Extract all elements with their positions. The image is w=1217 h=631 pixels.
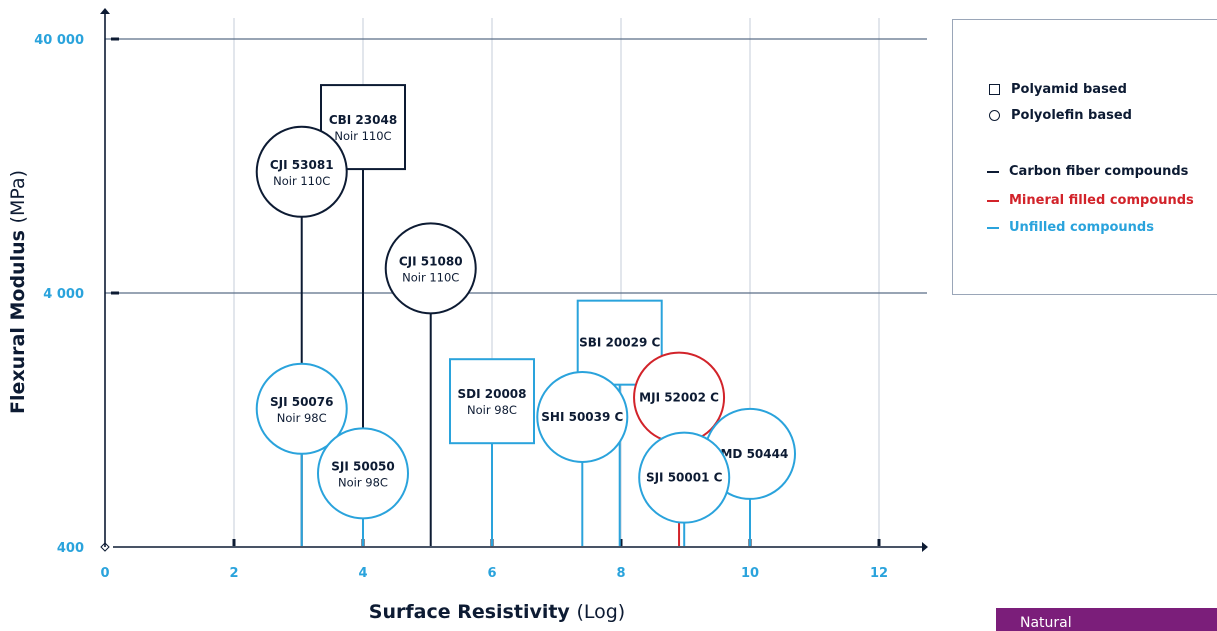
data-label: SBI 20029 C bbox=[579, 336, 660, 350]
chart-plot: CBI 23048 Noir 110C CJI 53081 Noir 110C CJI … bbox=[7, 8, 928, 623]
series-line-icon bbox=[987, 226, 999, 229]
data-points: CBI 23048 Noir 110C CJI 53081 Noir 110C CJI … bbox=[255, 84, 796, 546]
x-axis-title: Surface Resistivity (Log) bbox=[369, 601, 625, 623]
data-label: PMD 50444 bbox=[712, 447, 789, 461]
legend: Polyamid based Polyolefin based Carbon f… bbox=[952, 19, 1217, 295]
legend-item-carbon-fiber: Carbon fiber compounds bbox=[987, 164, 1188, 179]
legend-item-polyamid: Polyamid based bbox=[987, 82, 1127, 97]
y-axis-arrow-icon bbox=[100, 8, 110, 14]
series-line-icon bbox=[987, 199, 999, 202]
data-sublabel: Noir 110C bbox=[334, 129, 391, 143]
x-tick-label: 8 bbox=[616, 566, 625, 581]
x-tick-label: 10 bbox=[741, 566, 759, 581]
data-label: SJI 50001 C bbox=[646, 471, 723, 485]
legend-item-polyolefin: Polyolefin based bbox=[987, 108, 1132, 123]
origin-diamond-icon bbox=[100, 542, 110, 552]
y-tick-label: 4 000 bbox=[43, 287, 84, 302]
series-line-icon bbox=[987, 170, 999, 173]
x-tick-label: 6 bbox=[487, 566, 496, 581]
x-tick-label: 12 bbox=[870, 566, 888, 581]
data-point-circle bbox=[384, 222, 477, 315]
x-tick-mark bbox=[877, 539, 881, 546]
data-label: SHI 50039 C bbox=[541, 410, 623, 424]
x-tick-label: 2 bbox=[229, 566, 238, 581]
data-point-circle bbox=[536, 370, 629, 463]
data-point-circle bbox=[255, 125, 348, 218]
y-tick-label: 400 bbox=[57, 541, 84, 556]
data-point-circle bbox=[638, 431, 731, 524]
y-tick-mark bbox=[111, 37, 119, 41]
x-axis-arrow-icon bbox=[922, 542, 928, 552]
grid-lines bbox=[105, 18, 927, 547]
data-sublabel: Noir 110C bbox=[273, 174, 330, 188]
data-point-circle bbox=[317, 427, 409, 520]
data-label: SJI 50076 bbox=[270, 395, 334, 409]
x-tick-label: 4 bbox=[358, 566, 367, 581]
legend-item-mineral-filled: Mineral filled compounds bbox=[987, 193, 1194, 208]
natural-tab[interactable]: Natural bbox=[996, 608, 1217, 631]
data-point-square bbox=[449, 358, 535, 445]
data-point-circle bbox=[255, 362, 348, 455]
data-label: CJI 53081 bbox=[270, 158, 334, 172]
data-label: SJI 50050 bbox=[331, 459, 395, 473]
data-sublabel: Noir 98C bbox=[277, 411, 327, 425]
circle-icon bbox=[989, 110, 1000, 121]
data-sublabel: Noir 98C bbox=[338, 475, 388, 489]
x-tick-mark bbox=[619, 539, 623, 546]
axis-labels: 0 2 4 6 8 10 12 400 4 000 40 000 Surface Resistivi… bbox=[7, 33, 888, 623]
y-tick-mark bbox=[111, 291, 119, 295]
square-icon bbox=[989, 84, 1000, 95]
y-tick-label: 40 000 bbox=[34, 33, 84, 48]
y-axis-title: Flexural Modulus (MPa) bbox=[7, 170, 29, 414]
data-label: MJI 52002 C bbox=[639, 391, 719, 405]
data-sublabel: Noir 110C bbox=[402, 270, 459, 284]
x-tick-label: 0 bbox=[100, 566, 109, 581]
data-label: CBI 23048 bbox=[329, 113, 397, 127]
axes bbox=[100, 8, 928, 552]
data-label: CJI 51080 bbox=[399, 254, 463, 268]
data-label: SDI 20008 bbox=[458, 387, 527, 401]
data-sublabel: Noir 98C bbox=[467, 403, 517, 417]
x-tick-mark bbox=[232, 539, 236, 546]
legend-item-unfilled: Unfilled compounds bbox=[987, 220, 1154, 235]
